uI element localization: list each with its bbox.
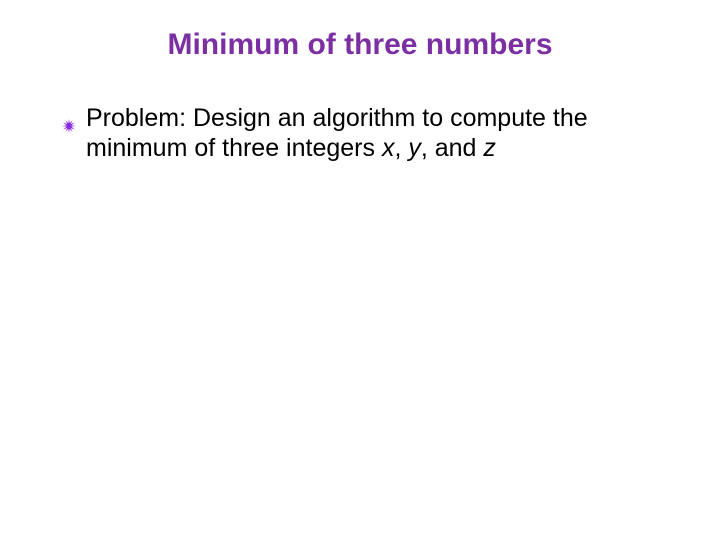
var-z: z: [483, 134, 496, 162]
slide-body: Problem: Design an algorithm to compute …: [62, 104, 678, 163]
bullet-label: Problem:: [86, 104, 186, 132]
starburst-icon: [62, 111, 76, 141]
bullet-text: Problem: Design an algorithm to compute …: [86, 104, 678, 163]
slide: Minimum of three numbers Problem: Design…: [0, 0, 720, 540]
slide-title: Minimum of three numbers: [0, 28, 720, 63]
var-x: x: [382, 134, 395, 162]
starburst-svg: [62, 119, 76, 133]
sep2: , and: [421, 134, 484, 162]
bullet-item: Problem: Design an algorithm to compute …: [62, 104, 678, 163]
sep1: ,: [394, 134, 408, 162]
var-y: y: [408, 134, 421, 162]
